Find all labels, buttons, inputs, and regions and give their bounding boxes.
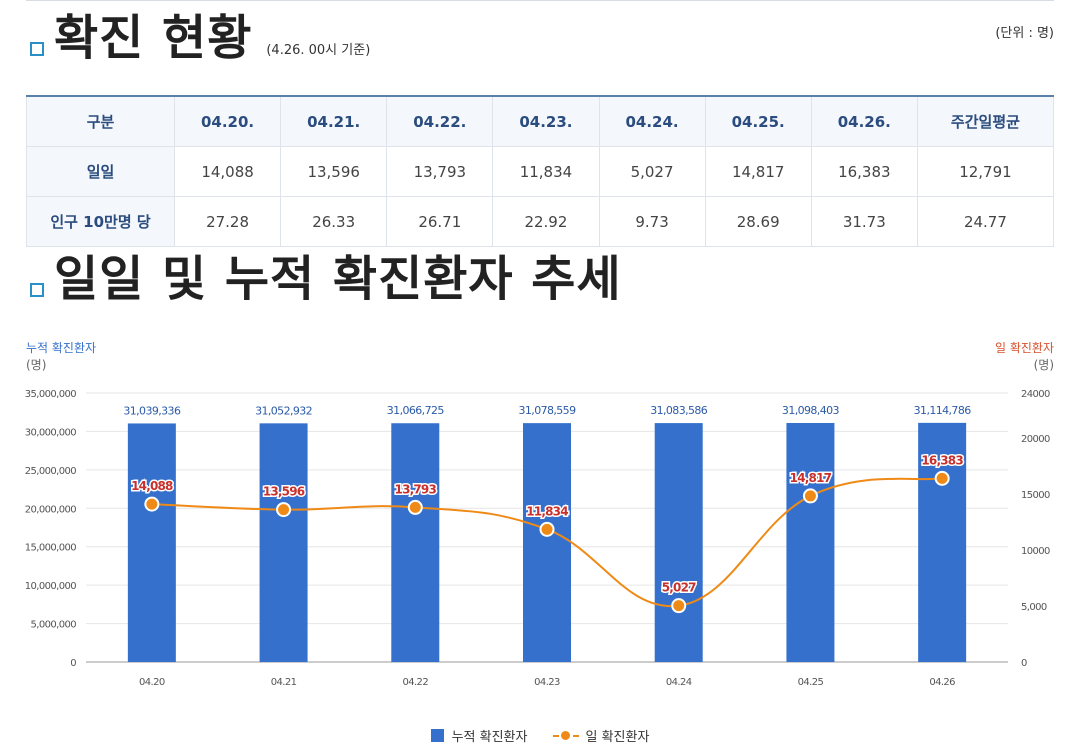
bar-value-label: 31,052,932 — [255, 404, 312, 417]
table-cell: 13,793 — [386, 146, 494, 197]
left-axis-unit: (명) — [26, 358, 47, 372]
line-point — [407, 499, 423, 515]
line-value-label: 11,834 — [526, 504, 568, 518]
table-cell: 27.28 — [173, 196, 282, 247]
line-point — [802, 488, 818, 504]
cumulative-bar — [918, 422, 967, 662]
right-axis-title: 일 확진환자 — [994, 341, 1054, 355]
line-value-label: 13,793 — [395, 482, 437, 496]
bar-value-label: 31,083,586 — [650, 404, 708, 417]
header-cell: 04.21. — [280, 95, 388, 147]
header-cell: 04.25. — [704, 95, 812, 147]
cumulative-bar — [654, 423, 703, 662]
table-cell: 12,791 — [916, 146, 1055, 197]
section-title: 확진 현황 — [54, 10, 253, 66]
cumulative-bar — [259, 423, 308, 662]
section-header-trend: 일일 및 누적 확진환자 추세 — [30, 255, 622, 303]
bar-value-label: 31,098,403 — [782, 404, 840, 417]
table-cell: 14,088 — [173, 146, 282, 197]
line-point — [671, 598, 687, 614]
bar-value-label: 31,078,559 — [519, 404, 577, 417]
table-cell: 9.73 — [598, 196, 706, 247]
table-cell: 5,027 — [598, 146, 706, 197]
line-value-label: 13,596 — [263, 485, 305, 499]
x-tick-label: 04.26 — [929, 677, 955, 688]
left-tick-label: 15,000,000 — [25, 543, 76, 554]
chart-legend: 누적 확진환자 일 확진환자 — [0, 726, 1080, 745]
table-cell: 26.71 — [386, 196, 494, 247]
x-tick-label: 04.20 — [139, 677, 165, 688]
table-cell: 14,817 — [704, 146, 812, 197]
line-value-label: 5,027 — [662, 581, 696, 595]
section-header-status: 확진 현황 (4.26. 00시 기준) — [30, 14, 370, 62]
line-point — [276, 502, 292, 518]
right-tick-label: 15000 — [1021, 490, 1050, 501]
table-cell: 13,596 — [280, 146, 388, 197]
trend-chart: 0 5,000,000 10,000,000 15,000,000 20,000,000… — [25, 389, 1051, 688]
bar-value-label: 31,114,786 — [914, 404, 972, 417]
unit-label: (단위 : 명) — [995, 26, 1054, 41]
line-point — [934, 470, 950, 486]
row-label: 인구 10만명 당 — [26, 196, 175, 247]
left-tick-label: 10,000,000 — [25, 581, 76, 592]
line-point — [539, 521, 555, 537]
left-tick-label: 35,000,000 — [25, 389, 76, 400]
left-tick-label: 30,000,000 — [25, 427, 76, 438]
bar-series — [127, 422, 967, 662]
right-tick-label: 10000 — [1021, 546, 1050, 557]
line-value-label: 14,817 — [790, 471, 832, 485]
x-tick-label: 04.24 — [666, 677, 692, 688]
table-cell: 31.73 — [810, 196, 918, 247]
header-cell: 주간일평균 — [916, 95, 1055, 147]
x-tick-label: 04.21 — [271, 677, 297, 688]
line-value-labels: 14,088 13,596 13,793 11,834 5,027 14,817 16,38… — [130, 452, 966, 596]
cumulative-bar — [391, 423, 440, 662]
section-title: 일일 및 누적 확진환자 추세 — [54, 251, 622, 307]
left-tick-label: 0 — [70, 658, 76, 669]
line-value-label: 14,088 — [131, 479, 173, 493]
cumulative-bar — [786, 422, 835, 662]
table-cell: 24.77 — [916, 196, 1055, 247]
left-tick-label: 20,000,000 — [25, 504, 76, 515]
header-cell: 04.24. — [598, 95, 706, 147]
legend-line-swatch — [553, 729, 580, 742]
right-axis-ticks: 0 5,000 10000 15000 20000 24000 — [1021, 389, 1051, 669]
right-axis-unit: (명) — [1033, 358, 1054, 372]
x-tick-label: 04.25 — [798, 677, 824, 688]
table-cell: 11,834 — [492, 146, 600, 197]
table-cell: 16,383 — [810, 146, 918, 197]
right-tick-label: 24000 — [1021, 389, 1050, 400]
table-row: 일일 14,088 13,596 13,793 11,834 5,027 14,… — [26, 146, 1055, 197]
table-row: 인구 10만명 당 27.28 26.33 26.71 22.92 9.73 2… — [26, 196, 1055, 247]
left-axis-ticks: 0 5,000,000 10,000,000 15,000,000 20,000,000… — [25, 389, 77, 669]
line-points — [144, 470, 950, 614]
reference-time: (4.26. 00시 기준) — [266, 43, 371, 58]
left-axis-title: 누적 확진환자 — [26, 341, 97, 355]
cumulative-bar — [523, 423, 571, 662]
x-axis-ticks: 04.20 04.21 04.22 04.23 04.24 04.25 04.26 — [139, 677, 956, 688]
left-tick-label: 25,000,000 — [25, 466, 76, 477]
right-tick-label: 0 — [1021, 658, 1027, 669]
bar-value-labels: 31,039,336 31,052,932 31,066,725 31,078,559… — [123, 404, 971, 418]
legend-line-label: 일 확진환자 — [585, 730, 650, 745]
top-divider — [26, 0, 1054, 1]
cumulative-bar — [127, 423, 176, 662]
legend-bar-swatch — [430, 729, 444, 742]
x-tick-label: 04.23 — [534, 677, 560, 688]
bar-value-label: 31,066,725 — [387, 404, 445, 417]
line-value-label: 16,383 — [921, 453, 963, 467]
square-bullet-icon — [30, 42, 44, 56]
bar-value-label: 31,039,336 — [123, 404, 181, 417]
header-cell: 04.23. — [492, 95, 600, 147]
square-bullet-icon — [30, 283, 44, 297]
legend-bar-label: 누적 확진환자 — [451, 730, 528, 745]
right-tick-label: 5,000 — [1021, 602, 1047, 613]
right-tick-label: 20000 — [1021, 434, 1050, 445]
x-tick-label: 04.22 — [402, 677, 428, 688]
line-point — [144, 496, 160, 512]
left-tick-label: 5,000,000 — [31, 620, 77, 631]
status-table: 구분 04.20. 04.21. 04.22. 04.23. 04.24. 04… — [26, 95, 1055, 247]
table-cell: 26.33 — [280, 196, 388, 247]
